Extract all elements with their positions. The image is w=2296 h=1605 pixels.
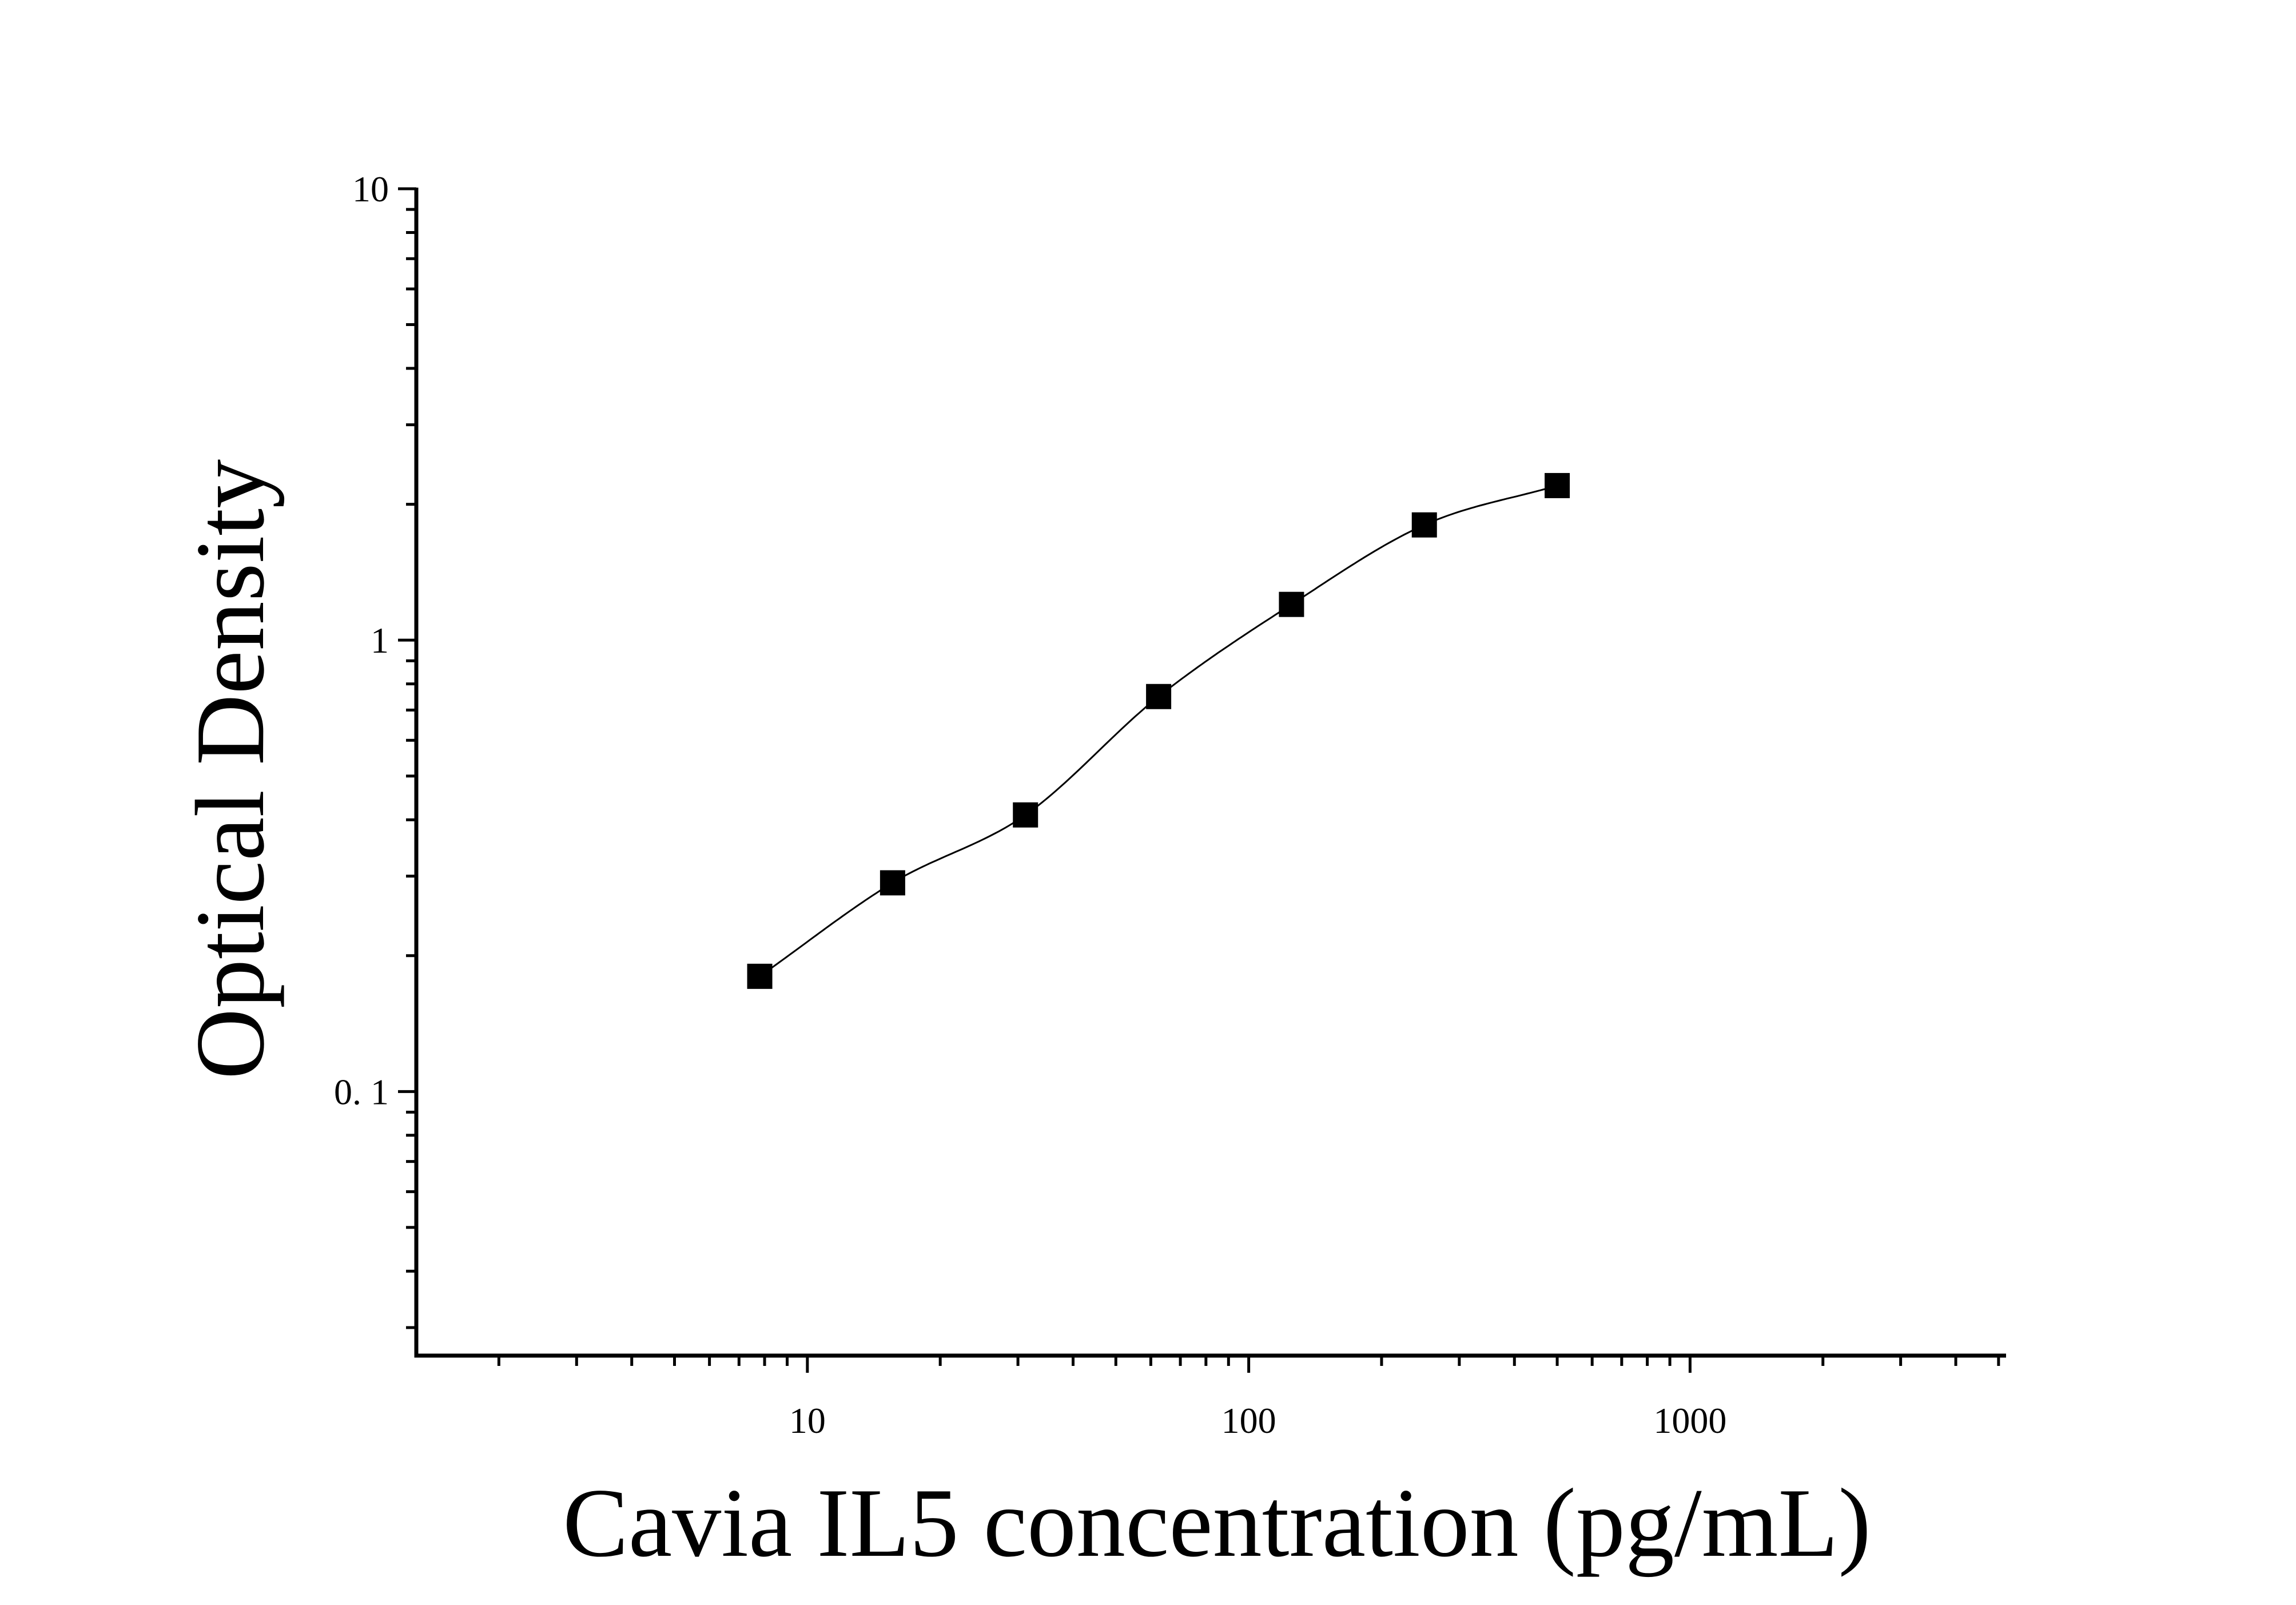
- x-tick-label: 1000: [1653, 1400, 1726, 1441]
- y-tick-label: 0. 1: [334, 1071, 389, 1112]
- x-axis-title: Cavia IL5 concentration (pg/mL): [563, 1469, 1871, 1578]
- data-point: [1279, 591, 1304, 617]
- x-tick-label: 100: [1221, 1400, 1276, 1441]
- data-point: [1013, 802, 1038, 828]
- axes: [398, 187, 2006, 1373]
- fit-curve: [759, 484, 1558, 978]
- data-point: [747, 963, 773, 989]
- tick-labels: 10 100 1000 0. 1 1 10: [334, 169, 1726, 1441]
- data-point: [1545, 472, 1570, 498]
- y-tick-label: 1: [371, 620, 389, 661]
- data-points: [747, 472, 1570, 989]
- x-tick-label: 10: [789, 1400, 826, 1441]
- y-axis-title: Optical Density: [176, 459, 285, 1079]
- data-point: [880, 870, 905, 896]
- data-point: [1411, 512, 1437, 538]
- data-point: [1146, 684, 1172, 709]
- y-tick-label: 10: [352, 169, 389, 209]
